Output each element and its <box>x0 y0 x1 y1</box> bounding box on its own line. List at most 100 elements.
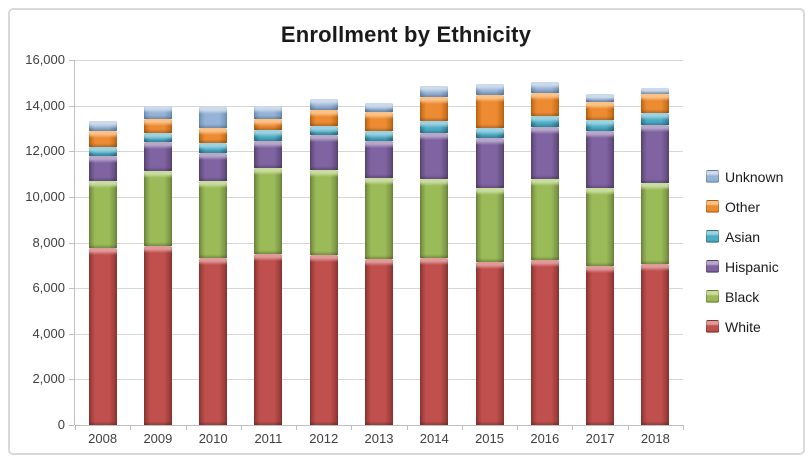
bar-segment-unknown-2015[interactable] <box>475 84 504 95</box>
bar-segment-asian-2010[interactable] <box>199 143 228 153</box>
gridline <box>75 60 683 61</box>
bar-segment-white-2012[interactable] <box>309 255 338 425</box>
bar-segment-other-2014[interactable] <box>420 96 449 121</box>
bar-segment-unknown-2016[interactable] <box>530 82 559 93</box>
bar-segment-other-2017[interactable] <box>586 101 615 120</box>
bar-segment-white-2017[interactable] <box>586 266 615 425</box>
bar-segment-hispanic-2013[interactable] <box>365 141 393 178</box>
legend-item-unknown[interactable]: Unknown <box>706 168 783 185</box>
y-axis-tick <box>69 379 74 381</box>
bar-segment-other-2016[interactable] <box>530 92 559 116</box>
bar-segment-unknown-2010[interactable] <box>199 106 228 129</box>
bar-segment-white-2016[interactable] <box>530 259 559 425</box>
bar-segment-black-2017[interactable] <box>586 187 615 267</box>
bar-segment-white-2013[interactable] <box>365 259 393 425</box>
bar-segment-asian-2011[interactable] <box>254 129 283 142</box>
bar-segment-black-2011[interactable] <box>254 168 283 254</box>
bar-segment-other-2018[interactable] <box>641 94 670 114</box>
bar-segment-other-2010[interactable] <box>199 128 228 144</box>
bar-segment-black-2014[interactable] <box>420 179 449 259</box>
bar-segment-unknown-2018[interactable] <box>641 87 670 95</box>
legend-swatch-other <box>706 200 719 213</box>
bar-segment-asian-2008[interactable] <box>88 146 117 156</box>
bar-segment-black-2018[interactable] <box>641 183 670 265</box>
bar-segment-unknown-2017[interactable] <box>586 93 615 102</box>
bar-segment-hispanic-2010[interactable] <box>199 152 228 181</box>
x-tick-label: 2017 <box>585 431 615 446</box>
bar-segment-hispanic-2015[interactable] <box>475 138 504 188</box>
bar-segment-other-2015[interactable] <box>475 94 504 129</box>
bar-segment-unknown-2009[interactable] <box>143 105 172 119</box>
bar-segment-hispanic-2009[interactable] <box>143 142 172 171</box>
bar-2014 <box>420 60 449 425</box>
bar-segment-other-2008[interactable] <box>88 130 117 147</box>
bar-segment-other-2012[interactable] <box>309 110 338 127</box>
bar-segment-unknown-2008[interactable] <box>88 121 117 131</box>
bar-segment-asian-2015[interactable] <box>475 128 504 139</box>
bar-segment-black-2010[interactable] <box>199 180 228 259</box>
y-tick-label: 0 <box>57 417 65 432</box>
x-axis-tick <box>627 425 629 430</box>
legend-item-hispanic[interactable]: Hispanic <box>706 258 783 275</box>
bar-segment-asian-2013[interactable] <box>365 130 393 142</box>
bar-segment-white-2009[interactable] <box>143 245 172 425</box>
bar-segment-white-2011[interactable] <box>254 253 283 425</box>
bar-segment-other-2009[interactable] <box>143 118 172 133</box>
legend-label: Unknown <box>725 168 784 185</box>
bar-segment-white-2014[interactable] <box>420 258 449 425</box>
bar-segment-unknown-2011[interactable] <box>254 106 283 119</box>
x-axis-tick <box>461 425 463 430</box>
bar-segment-asian-2017[interactable] <box>586 119 615 132</box>
legend-item-other[interactable]: Other <box>706 198 783 215</box>
bar-segment-hispanic-2016[interactable] <box>530 126 559 180</box>
bar-segment-black-2012[interactable] <box>309 169 338 256</box>
legend-label: Black <box>725 288 760 305</box>
legend-item-black[interactable]: Black <box>706 288 783 305</box>
y-tick-label: 4,000 <box>32 325 65 341</box>
bar-segment-unknown-2013[interactable] <box>365 102 393 113</box>
bar-segment-white-2008[interactable] <box>88 248 117 425</box>
legend-label: Asian <box>725 228 761 245</box>
y-axis-tick <box>69 60 74 61</box>
bar-segment-unknown-2012[interactable] <box>309 99 338 111</box>
plot-area: 0 2,000 4,000 6,000 8,000 10,000 12,000 14,000 1… <box>25 52 684 446</box>
bar-segment-hispanic-2008[interactable] <box>88 155 117 181</box>
x-axis-tick <box>406 425 408 430</box>
bar-segment-hispanic-2012[interactable] <box>309 134 338 170</box>
bar-segment-asian-2014[interactable] <box>420 120 449 133</box>
legend-label: Hispanic <box>725 258 779 275</box>
bar-segment-asian-2012[interactable] <box>309 126 338 135</box>
x-tick-label: 2010 <box>198 431 228 446</box>
bar-segment-black-2016[interactable] <box>530 179 559 260</box>
bar-segment-white-2015[interactable] <box>475 261 504 425</box>
y-axis-tick <box>69 196 74 198</box>
x-tick-label: 2018 <box>640 431 670 446</box>
bar-segment-white-2018[interactable] <box>641 264 670 425</box>
bar-2018 <box>641 60 670 425</box>
legend-item-asian[interactable]: Asian <box>706 228 783 245</box>
x-axis-tick <box>517 425 519 430</box>
x-tick-label: 2008 <box>88 431 118 446</box>
bar-segment-other-2011[interactable] <box>254 118 283 130</box>
legend-item-white[interactable]: White <box>706 318 783 335</box>
bar-segment-white-2010[interactable] <box>199 258 228 425</box>
bar-segment-hispanic-2014[interactable] <box>420 132 449 180</box>
y-tick-label: 6,000 <box>32 280 65 296</box>
bar-segment-black-2008[interactable] <box>88 180 117 249</box>
bar-segment-asian-2016[interactable] <box>530 115 559 127</box>
bar-segment-hispanic-2011[interactable] <box>254 141 283 169</box>
bar-segment-hispanic-2017[interactable] <box>586 131 615 188</box>
x-axis-tick <box>683 425 684 430</box>
y-axis-tick <box>69 288 74 290</box>
bar-segment-asian-2018[interactable] <box>641 113 670 125</box>
bar-segment-black-2009[interactable] <box>143 170 172 246</box>
bar-segment-black-2015[interactable] <box>475 187 504 262</box>
bar-segment-hispanic-2018[interactable] <box>641 124 670 184</box>
bar-segment-unknown-2014[interactable] <box>420 86 449 97</box>
bar-2010 <box>199 60 228 425</box>
bar-segment-black-2013[interactable] <box>365 177 393 260</box>
bar-2012 <box>309 60 338 425</box>
bar-segment-other-2013[interactable] <box>365 112 393 131</box>
legend-swatch-white <box>706 320 719 333</box>
bar-segment-asian-2009[interactable] <box>143 132 172 143</box>
